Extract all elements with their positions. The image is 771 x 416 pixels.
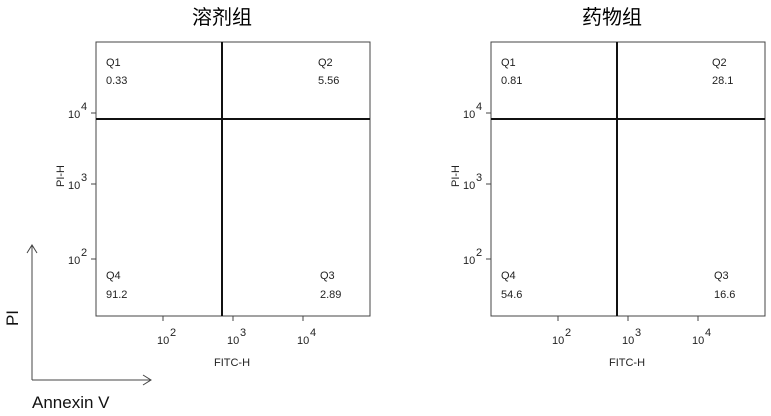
quadrant-value: 91.2: [106, 289, 127, 301]
svg-text:10: 10: [68, 180, 80, 192]
quadrant-value: 28.1: [712, 75, 733, 87]
svg-text:4: 4: [705, 327, 711, 339]
y-arrow-head: [26, 244, 38, 254]
svg-text:4: 4: [310, 327, 316, 339]
plot-frame: [490, 41, 766, 317]
svg-text:3: 3: [81, 172, 87, 184]
svg-text:10: 10: [463, 109, 475, 121]
svg-text:2: 2: [81, 247, 87, 259]
y-tick: 102: [68, 247, 96, 267]
svg-text:2: 2: [565, 327, 571, 339]
panel-title: 溶剂组: [192, 5, 252, 29]
x-tick: 102: [552, 316, 571, 347]
svg-text:4: 4: [476, 101, 482, 113]
y-tick: 102: [463, 247, 491, 267]
panel-title: 药物组: [582, 5, 642, 29]
svg-text:10: 10: [463, 255, 475, 267]
quadrant-value: 2.89: [320, 289, 341, 301]
quadrant-label: Q3: [320, 270, 335, 282]
quadrant-label: Q4: [106, 270, 121, 282]
svg-text:10: 10: [463, 180, 475, 192]
svg-text:2: 2: [476, 247, 482, 259]
x-tick: 103: [622, 316, 641, 347]
svg-text:10: 10: [622, 335, 634, 347]
quadrant-value: 5.56: [318, 75, 339, 87]
quadrant-value: 54.6: [501, 289, 522, 301]
plot-frame: [95, 41, 371, 317]
side-y-label: PI: [3, 310, 22, 326]
svg-text:2: 2: [170, 327, 176, 339]
x-arrow-head: [142, 374, 152, 386]
panel-solvent: 溶剂组 Q1 0.33 Q2 5.56 Q3 2.89 Q4 91.2 102 …: [55, 5, 371, 369]
quadrant-label: Q3: [714, 270, 729, 282]
quadrant-value: 16.6: [714, 289, 735, 301]
side-x-label: Annexin V: [32, 393, 110, 412]
svg-text:10: 10: [692, 335, 704, 347]
x-tick: 103: [227, 316, 246, 347]
svg-text:10: 10: [552, 335, 564, 347]
x-tick: 104: [692, 316, 711, 347]
svg-text:10: 10: [297, 335, 309, 347]
y-axis-label: PI-H: [55, 165, 67, 187]
svg-text:3: 3: [635, 327, 641, 339]
quadrant-label: Q1: [106, 57, 121, 69]
x-axis-label: FITC-H: [609, 357, 645, 369]
side-axes: PI Annexin V: [3, 244, 152, 412]
svg-text:10: 10: [68, 109, 80, 121]
svg-text:3: 3: [240, 327, 246, 339]
quadrant-value: 0.33: [106, 75, 127, 87]
y-tick: 103: [68, 172, 96, 192]
svg-text:4: 4: [81, 101, 87, 113]
svg-text:10: 10: [157, 335, 169, 347]
y-tick: 103: [463, 172, 491, 192]
svg-text:10: 10: [227, 335, 239, 347]
quadrant-label: Q1: [501, 57, 516, 69]
x-tick: 102: [157, 316, 176, 347]
y-tick: 104: [68, 101, 96, 121]
quadrant-label: Q2: [318, 57, 333, 69]
quadrant-label: Q4: [501, 270, 516, 282]
quadrant-value: 0.81: [501, 75, 522, 87]
x-axis-label: FITC-H: [214, 357, 250, 369]
panel-drug: 药物组 Q1 0.81 Q2 28.1 Q3 16.6 Q4 54.6 102 …: [450, 5, 766, 369]
y-tick: 104: [463, 101, 491, 121]
y-axis-label: PI-H: [450, 165, 462, 187]
quadrant-label: Q2: [712, 57, 727, 69]
svg-text:3: 3: [476, 172, 482, 184]
x-tick: 104: [297, 316, 316, 347]
svg-text:10: 10: [68, 255, 80, 267]
